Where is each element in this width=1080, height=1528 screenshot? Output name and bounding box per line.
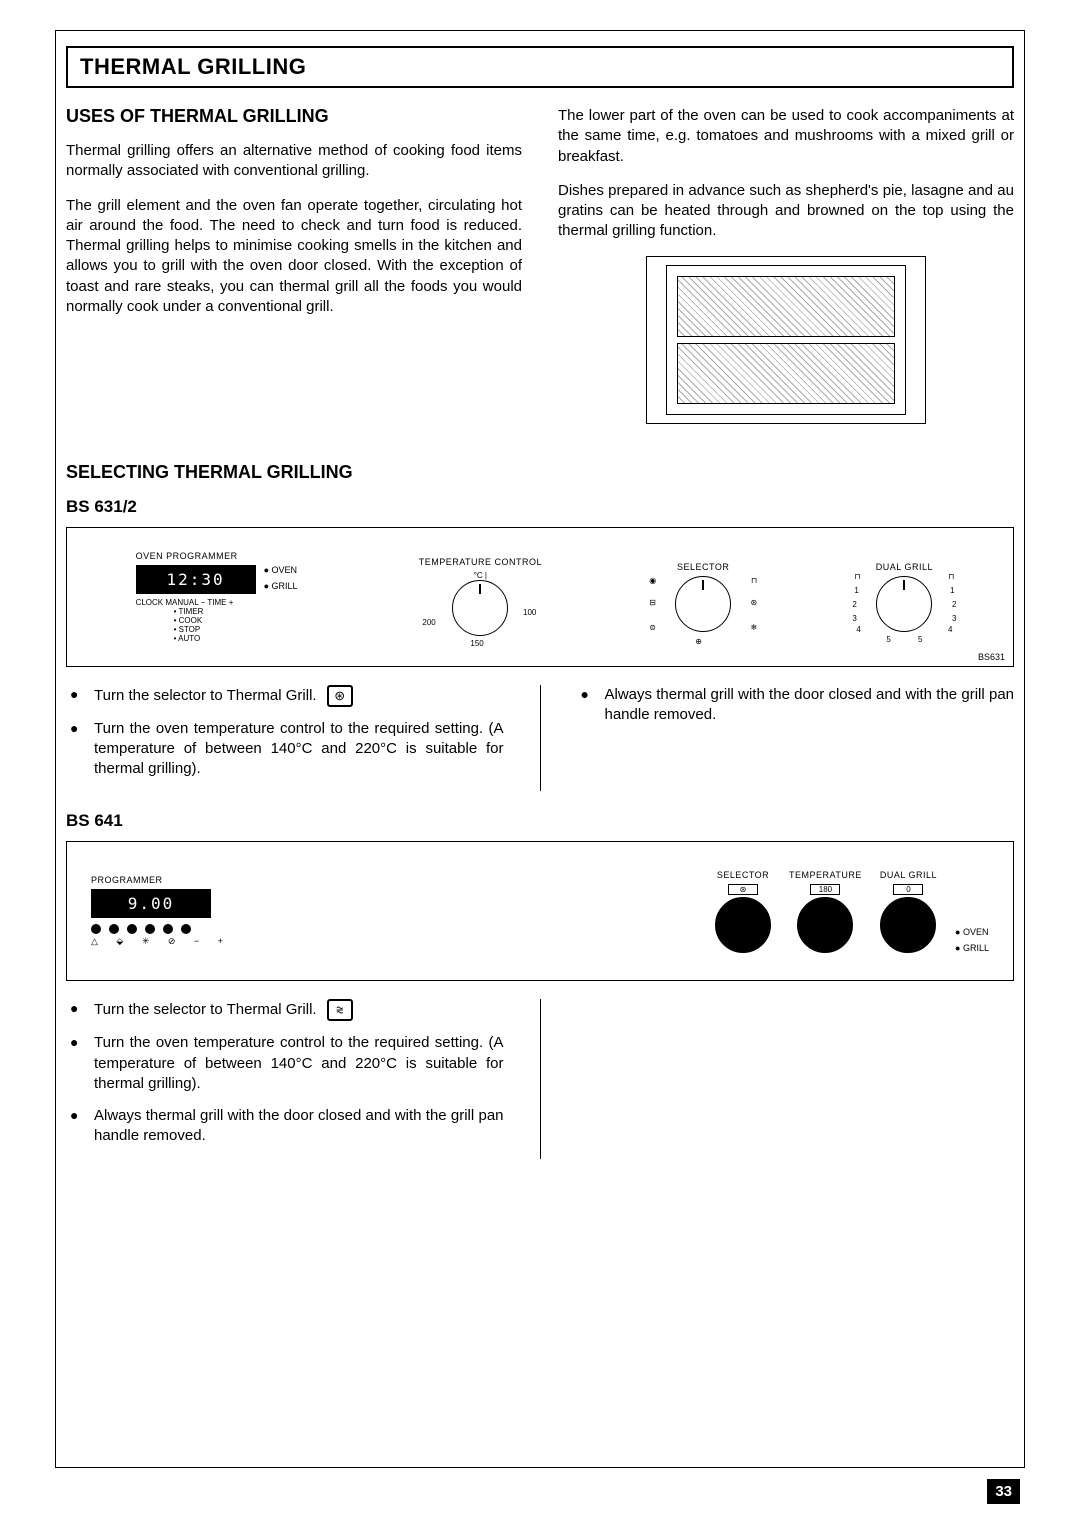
thermal-grill-icon: ⩬: [327, 999, 353, 1021]
grill-dial-a: [876, 576, 932, 632]
intro-columns: USES OF THERMAL GRILLING Thermal grillin…: [66, 106, 1014, 442]
clock-sublabels: CLOCK MANUAL − TIME +: [136, 598, 256, 607]
selector-dial-a: [675, 576, 731, 632]
control-panel-bs631: OVEN PROGRAMMER 12:30 CLOCK MANUAL − TIM…: [66, 527, 1014, 667]
grill-label-a: DUAL GRILL: [864, 562, 944, 572]
model-a-heading: BS 631/2: [66, 497, 1014, 517]
prog-buttons-b: [91, 924, 231, 934]
prog-label-a: OVEN PROGRAMMER: [136, 551, 298, 561]
steps-b-columns: Turn the selector to Thermal Grill. ⩬ Tu…: [66, 999, 1014, 1158]
step-a-2: Turn the oven temperature control to the…: [66, 719, 504, 780]
page-number: 33: [987, 1479, 1020, 1504]
temp-label-a: TEMPERATURE CONTROL: [419, 557, 542, 567]
selecting-heading: SELECTING THERMAL GRILLING: [66, 462, 1014, 483]
uses-p3: The lower part of the oven can be used t…: [558, 106, 1014, 167]
t200: 200: [422, 618, 435, 627]
step-a-1: Turn the selector to Thermal Grill. ⊛: [66, 685, 504, 707]
uses-p2: The grill element and the oven fan opera…: [66, 196, 522, 318]
grill-label-b: DUAL GRILL: [880, 870, 937, 880]
section-title: THERMAL GRILLING: [80, 54, 1000, 80]
model-tag-a: BS631: [978, 652, 1005, 662]
uses-heading: USES OF THERMAL GRILLING: [66, 106, 522, 127]
temp-dial-a: [452, 580, 508, 636]
t100: 100: [523, 608, 536, 617]
step-b-1: Turn the selector to Thermal Grill. ⩬: [66, 999, 504, 1021]
thermal-grill-icon: ⊛: [327, 685, 353, 707]
t150: 150: [470, 639, 483, 648]
selector-dial-b: [715, 897, 771, 953]
prog-label-b: PROGRAMMER: [91, 875, 231, 885]
temp-label-b: TEMPERATURE: [789, 870, 862, 880]
steps-a-columns: Turn the selector to Thermal Grill. ⊛ Tu…: [66, 685, 1014, 792]
grill-dial-b: [880, 897, 936, 953]
temp-marks: °C |: [419, 571, 542, 580]
prog-symbols-b: △ ⬙ ✳ ⊘ − +: [91, 936, 231, 947]
ind-grill-b: GRILL: [955, 943, 989, 953]
uses-p4: Dishes prepared in advance such as sheph…: [558, 181, 1014, 242]
step-b-3: Always thermal grill with the door close…: [66, 1106, 504, 1147]
step-a-3: Always thermal grill with the door close…: [577, 685, 1015, 726]
temp-val-b: 180: [810, 884, 840, 895]
ind-oven-a: OVEN: [264, 565, 297, 575]
clock-display-b: 9.00: [91, 889, 211, 918]
oven-illustration: [646, 256, 926, 424]
ind-grill-a: GRILL: [264, 581, 298, 591]
selector-label-a: SELECTOR: [663, 562, 743, 572]
step-b-2: Turn the oven temperature control to the…: [66, 1033, 504, 1094]
control-panel-bs641: PROGRAMMER 9.00 △ ⬙ ✳ ⊘ − + SELECTOR ⊛ T…: [66, 841, 1014, 981]
uses-p1: Thermal grilling offers an alternative m…: [66, 141, 522, 182]
grill-val-b: 0: [893, 884, 923, 895]
sel-icon-b: ⊛: [728, 884, 758, 895]
clock-items: • TIMER • COOK • STOP • AUTO: [174, 607, 256, 643]
clock-display-a: 12:30: [136, 565, 256, 594]
temp-dial-b: [797, 897, 853, 953]
model-b-heading: BS 641: [66, 811, 1014, 831]
ind-oven-b: OVEN: [955, 927, 988, 937]
selector-label-b: SELECTOR: [715, 870, 771, 880]
section-header: THERMAL GRILLING: [66, 46, 1014, 88]
